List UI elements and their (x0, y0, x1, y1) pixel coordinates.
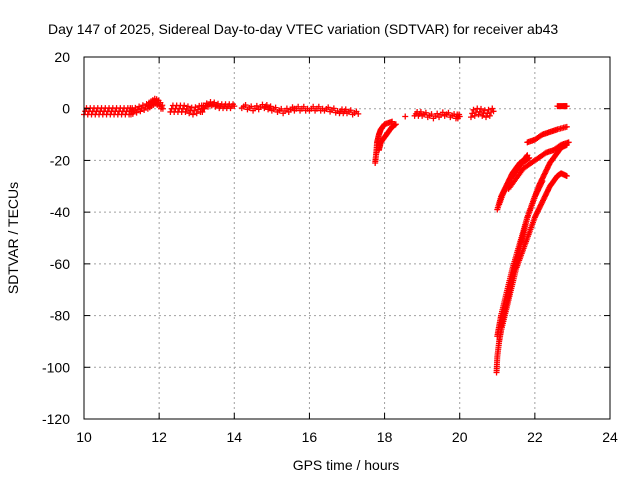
data-point (490, 108, 497, 115)
data-points-layer (81, 95, 572, 376)
data-point (181, 102, 188, 109)
data-point (295, 103, 302, 110)
data-point (456, 113, 463, 120)
data-point (489, 105, 496, 112)
data-point (248, 103, 255, 110)
data-point (478, 105, 485, 112)
data-point (182, 108, 189, 115)
data-point (563, 123, 570, 130)
x-tick-label: 14 (226, 429, 242, 445)
data-point (402, 113, 409, 120)
data-point (428, 111, 435, 118)
data-point (242, 102, 249, 109)
data-point (526, 154, 533, 161)
data-point (133, 109, 140, 116)
y-tick-label: -80 (50, 308, 70, 324)
y-tick-label: -120 (42, 411, 70, 427)
data-point (417, 108, 424, 115)
data-point (445, 109, 452, 116)
x-tick-label: 16 (302, 429, 318, 445)
data-point (315, 103, 322, 110)
data-point (471, 112, 478, 119)
data-point (193, 110, 200, 117)
data-point (330, 105, 337, 112)
y-tick-label: -20 (50, 152, 70, 168)
data-point (434, 110, 441, 117)
data-point (253, 102, 260, 109)
data-point (342, 106, 349, 113)
chart-title: Day 147 of 2025, Sidereal Day-to-day VTE… (48, 21, 558, 37)
data-point (439, 109, 446, 116)
data-point (300, 103, 307, 110)
y-tick-label: -100 (42, 359, 70, 375)
data-point (189, 111, 196, 118)
x-tick-label: 24 (602, 429, 618, 445)
x-tick-label: 20 (452, 429, 468, 445)
data-point (479, 112, 486, 119)
ticks-layer: 10 12 14 16 18 20 22 24 20 0 -20 -40 -60 -80 -100 -120 (42, 49, 618, 445)
data-point (563, 172, 570, 179)
data-point (129, 110, 136, 117)
plot-frame (83, 56, 611, 420)
y-tick-label: -60 (50, 256, 70, 272)
data-point (278, 105, 285, 112)
data-point (475, 111, 482, 118)
data-point (310, 103, 317, 110)
data-point (272, 104, 279, 111)
data-point (486, 112, 493, 119)
data-point (483, 114, 490, 121)
data-point (283, 105, 290, 112)
y-tick-label: -40 (50, 204, 70, 220)
data-point (183, 106, 190, 113)
y-tick-label: 20 (54, 49, 70, 65)
x-axis-label: GPS time / hours (293, 457, 400, 473)
data-point (476, 108, 483, 115)
data-point (141, 107, 148, 114)
data-point (467, 114, 474, 121)
x-tick-label: 12 (151, 429, 167, 445)
data-point (325, 104, 332, 111)
data-point (355, 110, 362, 117)
data-point (159, 105, 166, 112)
x-tick-label: 10 (76, 429, 92, 445)
x-tick-label: 18 (377, 429, 393, 445)
data-point (184, 103, 191, 110)
data-point (347, 107, 354, 114)
y-tick-label: 0 (62, 101, 70, 117)
data-point (231, 103, 238, 110)
data-point (267, 103, 274, 110)
data-point (137, 108, 144, 115)
x-tick-label: 22 (527, 429, 543, 445)
data-point (186, 110, 193, 117)
data-point (563, 141, 570, 148)
data-point (563, 103, 570, 110)
data-point (422, 109, 429, 116)
y-axis-label: SDTVAR / TECUs (5, 182, 21, 294)
data-point (392, 121, 399, 128)
